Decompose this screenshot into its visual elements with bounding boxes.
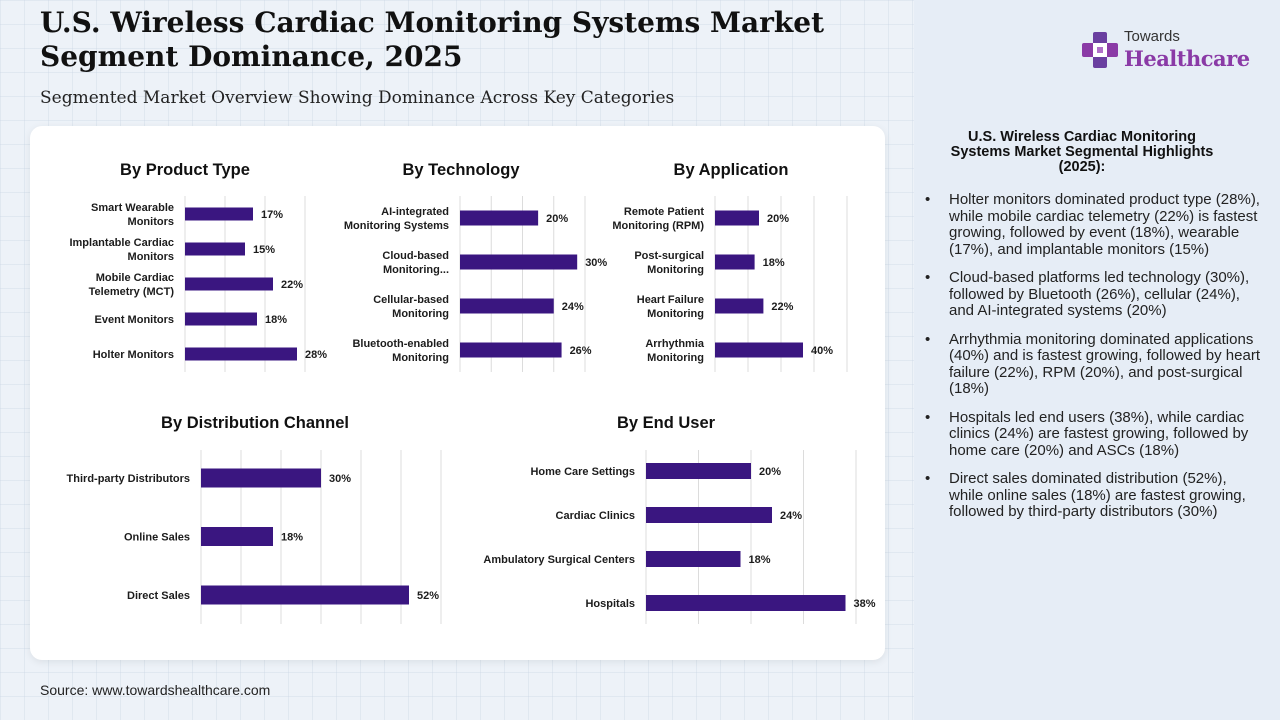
bar [185,277,273,291]
highlights-title-text: U.S. Wireless Cardiac Monitoring Systems… [950,129,1214,175]
chart-title: By Application [674,161,789,179]
brand-name-top: Towards [1124,28,1180,45]
highlight-item: Holter monitors dominated product type (… [922,191,1262,258]
highlight-item: Arrhythmia monitoring dominated applicat… [922,331,1262,398]
value-label: 30% [329,473,351,485]
value-label: 20% [767,213,789,225]
category-label: Event Monitors [95,314,174,326]
value-label: 38% [854,598,876,610]
bar [201,468,321,488]
bar [715,342,803,358]
bar [460,298,554,314]
bar [646,551,741,567]
bar [185,242,245,256]
value-label: 40% [811,345,833,357]
category-label: Bluetooth-enabled Monitoring [352,338,449,364]
bar [185,207,253,221]
category-label: Online Sales [124,532,190,544]
category-label: Arrhythmia Monitoring [645,338,705,364]
category-label: Remote Patient Monitoring (RPM) [612,206,704,232]
category-label: Post-surgical Monitoring [634,250,704,276]
bar [185,312,257,326]
value-label: 26% [570,345,592,357]
bar [201,527,273,546]
page-title: U.S. Wireless Cardiac Monitoring Systems… [40,6,825,73]
bar [185,347,297,361]
highlights-title: U.S. Wireless Cardiac Monitoring Systems… [922,130,1242,175]
chart-title: By Distribution Channel [161,414,349,432]
bar [460,254,578,270]
highlight-item: Hospitals led end users (38%), while car… [922,409,1262,460]
value-label: 18% [763,257,785,269]
highlights-list: Holter monitors dominated product type (… [922,191,1262,533]
bar [460,342,562,358]
category-label: Direct Sales [127,590,190,602]
brand-logo: Towards Healthcare [1080,26,1255,76]
category-label: Cellular-based Monitoring [373,294,449,320]
category-label: Smart Wearable Monitors [91,202,174,228]
category-label: Ambulatory Surgical Centers [483,554,635,566]
bar [646,507,772,523]
value-label: 28% [305,349,327,361]
chart-title: By Product Type [120,161,250,179]
charts-canvas: By Product Type Smart Wearable Monitors 17%… [67,161,876,624]
value-label: 18% [749,554,771,566]
bar [201,585,409,605]
value-label: 24% [562,301,584,313]
bar [646,463,751,479]
highlight-item: Direct sales dominated distribution (52%… [922,470,1262,521]
value-label: 22% [771,301,793,313]
category-label: Third-party Distributors [67,473,190,485]
category-label: Hospitals [585,598,635,610]
highlight-item: Cloud-based platforms led technology (30… [922,269,1262,320]
category-label: AI-integrated Monitoring Systems [344,206,449,232]
charts-card: By Product Type Smart Wearable Monitors 17%… [30,126,885,660]
category-label: Mobile Cardiac Telemetry (MCT) [89,272,175,298]
chart-title: By End User [617,414,716,432]
value-label: 17% [261,209,283,221]
value-label: 22% [281,279,303,291]
category-label: Cardiac Clinics [556,510,635,522]
medical-cross-icon [1082,32,1118,68]
category-label: Cloud-based Monitoring... [382,250,449,276]
page-subtitle: Segmented Market Overview Showing Domina… [40,88,675,108]
source-note: Source: www.towardshealthcare.com [40,682,271,698]
value-label: 18% [265,314,287,326]
value-label: 24% [780,510,802,522]
bar [460,210,539,226]
brand-name-main: Healthcare [1124,46,1250,71]
category-label: Holter Monitors [93,349,174,361]
bar [646,595,846,611]
category-label: Heart Failure Monitoring [637,294,704,320]
chart-title: By Technology [402,161,520,179]
value-label: 20% [759,466,781,478]
value-label: 30% [585,257,607,269]
value-label: 18% [281,532,303,544]
value-label: 52% [417,590,439,602]
bar [715,254,755,270]
value-label: 20% [546,213,568,225]
category-label: Implantable Cardiac Monitors [69,237,174,263]
value-label: 15% [253,244,275,256]
bar [715,210,759,226]
category-label: Home Care Settings [530,466,635,478]
bar [715,298,764,314]
